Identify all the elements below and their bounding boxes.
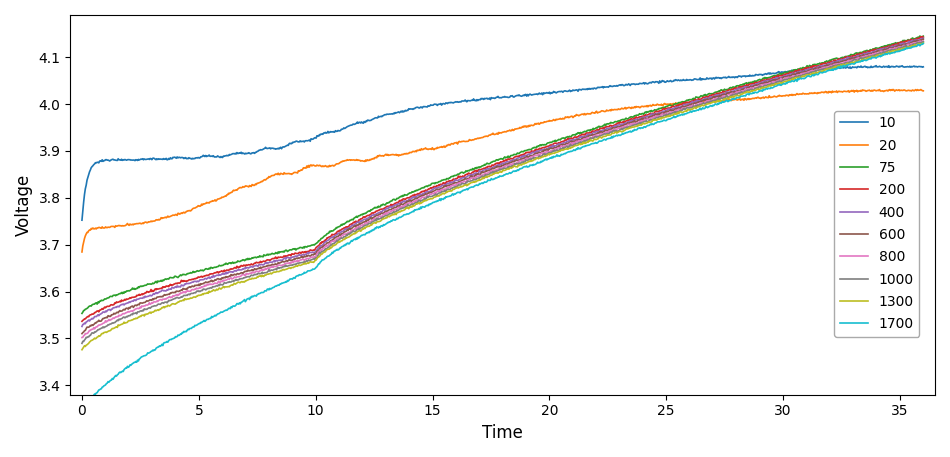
20 xyxy=(654,102,665,107)
600 xyxy=(918,37,929,42)
Line: 800: 800 xyxy=(82,41,923,338)
10 xyxy=(732,74,744,80)
1300 xyxy=(748,88,759,93)
800 xyxy=(76,335,87,340)
1000 xyxy=(446,186,458,191)
400 xyxy=(162,287,174,293)
20 xyxy=(748,96,759,101)
800 xyxy=(748,85,759,90)
Line: 1700: 1700 xyxy=(82,43,923,413)
800 xyxy=(914,38,925,44)
600 xyxy=(446,181,458,187)
Legend: 10, 20, 75, 200, 400, 600, 800, 1000, 1300, 1700: 10, 20, 75, 200, 400, 600, 800, 1000, 13… xyxy=(834,111,920,337)
1300 xyxy=(446,187,458,192)
200 xyxy=(917,34,928,39)
75 xyxy=(918,33,929,39)
Y-axis label: Voltage: Voltage xyxy=(15,174,33,236)
200 xyxy=(732,85,744,91)
1300 xyxy=(76,347,87,352)
800 xyxy=(732,90,744,95)
200 xyxy=(748,81,759,86)
20 xyxy=(162,213,174,219)
10 xyxy=(918,64,929,69)
Line: 1000: 1000 xyxy=(82,42,923,343)
400 xyxy=(732,86,744,91)
Line: 1300: 1300 xyxy=(82,43,923,350)
10 xyxy=(76,218,87,223)
1000 xyxy=(918,39,929,44)
10 xyxy=(162,157,174,162)
600 xyxy=(162,292,174,297)
1700 xyxy=(416,204,428,209)
Line: 200: 200 xyxy=(82,37,923,321)
1700 xyxy=(654,119,665,125)
10 xyxy=(654,78,665,84)
1000 xyxy=(416,198,428,203)
800 xyxy=(918,38,929,44)
1300 xyxy=(732,93,744,98)
400 xyxy=(654,110,665,115)
75 xyxy=(446,174,458,179)
20 xyxy=(416,147,428,153)
1000 xyxy=(654,114,665,119)
600 xyxy=(748,84,759,89)
400 xyxy=(446,180,458,185)
X-axis label: Time: Time xyxy=(483,424,523,442)
Line: 400: 400 xyxy=(82,38,923,326)
600 xyxy=(416,193,428,199)
1700 xyxy=(76,410,87,415)
800 xyxy=(446,182,458,188)
10 xyxy=(446,100,458,106)
20 xyxy=(446,141,458,147)
75 xyxy=(76,311,87,316)
1300 xyxy=(918,40,929,46)
20 xyxy=(732,97,744,102)
600 xyxy=(732,88,744,93)
75 xyxy=(732,83,744,88)
75 xyxy=(914,33,925,39)
75 xyxy=(748,79,759,84)
Line: 75: 75 xyxy=(82,36,923,314)
600 xyxy=(654,111,665,117)
800 xyxy=(162,295,174,301)
1700 xyxy=(162,340,174,345)
1700 xyxy=(446,191,458,197)
Line: 10: 10 xyxy=(82,66,923,220)
200 xyxy=(918,35,929,40)
1700 xyxy=(748,90,759,95)
Line: 20: 20 xyxy=(82,90,923,252)
200 xyxy=(446,178,458,183)
75 xyxy=(416,185,428,191)
400 xyxy=(416,191,428,197)
10 xyxy=(748,73,759,79)
1300 xyxy=(654,116,665,122)
75 xyxy=(654,106,665,112)
20 xyxy=(918,88,929,94)
1700 xyxy=(918,41,929,46)
10 xyxy=(416,105,428,111)
600 xyxy=(76,331,87,336)
1700 xyxy=(732,95,744,101)
1300 xyxy=(416,200,428,205)
200 xyxy=(654,108,665,114)
1300 xyxy=(162,303,174,308)
200 xyxy=(416,189,428,195)
75 xyxy=(162,276,174,282)
1000 xyxy=(748,87,759,93)
400 xyxy=(748,83,759,88)
200 xyxy=(76,319,87,324)
1000 xyxy=(162,299,174,304)
1000 xyxy=(732,90,744,96)
10 xyxy=(870,63,882,69)
200 xyxy=(162,283,174,289)
1000 xyxy=(76,340,87,346)
20 xyxy=(76,249,87,255)
800 xyxy=(654,113,665,119)
Line: 600: 600 xyxy=(82,39,923,334)
800 xyxy=(416,194,428,200)
400 xyxy=(918,36,929,41)
400 xyxy=(76,324,87,329)
20 xyxy=(887,87,899,92)
